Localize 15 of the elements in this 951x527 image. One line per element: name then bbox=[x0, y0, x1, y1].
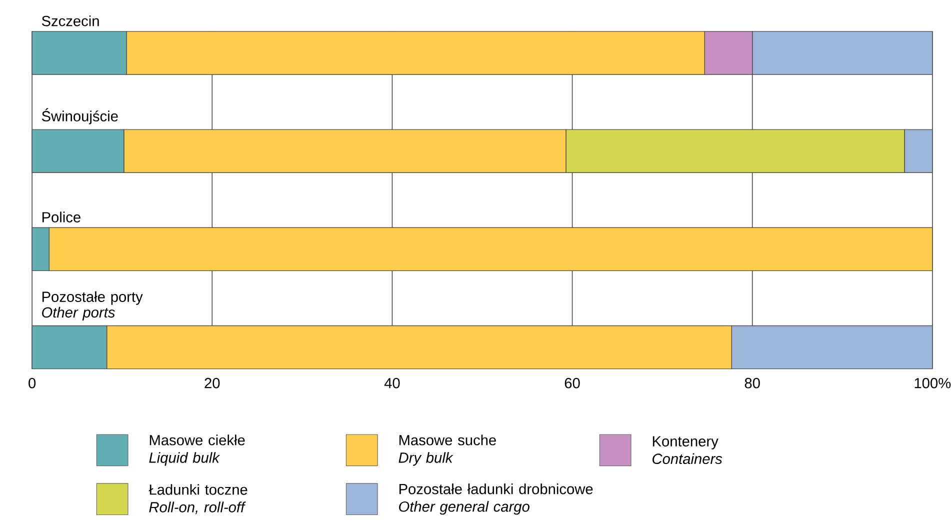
legend-label: Masowe ciekłe Liquid bulk bbox=[149, 434, 245, 466]
y-tick-label: Świnoujście bbox=[42, 108, 118, 125]
x-tick-label: 80 bbox=[744, 378, 760, 389]
x-tick-label: 60 bbox=[564, 378, 580, 389]
x-tick-label: 0 bbox=[28, 378, 36, 389]
x-tick-label: 100% bbox=[914, 378, 951, 389]
legend-label: Kontenery Containers bbox=[652, 436, 722, 464]
x-tick-label: 20 bbox=[204, 378, 220, 389]
legend-label: Ładunki toczne Roll-on, roll-off bbox=[148, 484, 248, 514]
y-tick-label: Szczecin bbox=[42, 16, 99, 26]
legend-label: Masowe suche Dry bulk bbox=[398, 434, 496, 466]
x-tick-label: 40 bbox=[384, 378, 400, 389]
y-tick-label: Pozostałe porty Other ports bbox=[42, 292, 143, 321]
y-tick-label: Police bbox=[42, 212, 80, 223]
legend-label: Pozostałe ładunki drobnicowe Other general cargo bbox=[399, 484, 593, 515]
